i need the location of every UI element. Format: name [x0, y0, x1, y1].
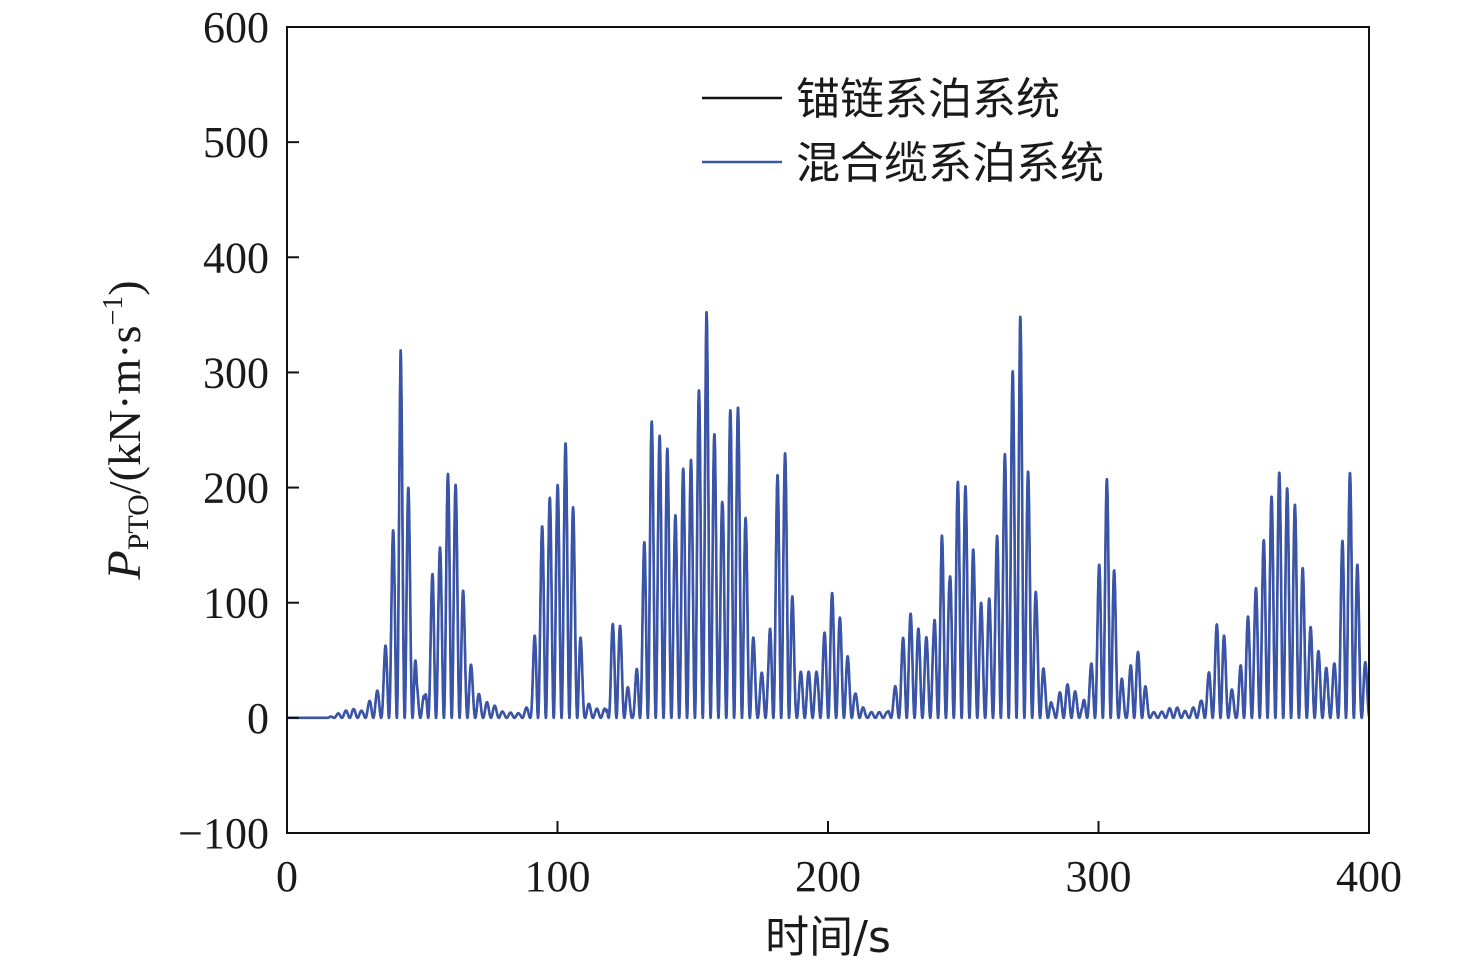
series-layer — [287, 310, 1369, 720]
y-tick-label: 500 — [203, 118, 269, 167]
legend-label-chain-mooring: 锚链系泊系统 — [796, 74, 1060, 125]
y-tick-label: −100 — [178, 809, 269, 858]
y-axis-label-unit-superscript: −1 — [98, 296, 129, 326]
y-axis-ticks: −100 0 100 200 300 400 500 600 — [178, 3, 299, 858]
y-tick-label: 600 — [203, 3, 269, 52]
x-tick-label: 200 — [795, 852, 861, 901]
y-axis-label-subscript: PTO — [122, 494, 155, 550]
x-axis-ticks: 0 100 200 300 400 — [276, 821, 1402, 901]
y-tick-label: 300 — [203, 348, 269, 397]
y-tick-label: 0 — [247, 694, 269, 743]
y-tick-label: 100 — [203, 579, 269, 628]
y-axis-label-symbol: P — [98, 550, 151, 580]
x-tick-label: 400 — [1336, 852, 1402, 901]
x-tick-label: 300 — [1066, 852, 1132, 901]
y-axis-label-unit-close: ) — [99, 280, 150, 295]
x-tick-label: 100 — [525, 852, 591, 901]
series-line-hybrid-mooring — [287, 310, 1369, 720]
legend: 锚链系泊系统 混合缆系泊系统 — [702, 74, 1104, 189]
y-tick-label: 400 — [203, 233, 269, 282]
y-axis-label-unit: /(kN·m·s — [99, 326, 150, 495]
svg-text:PPTO/(kN·m·s−1): PPTO/(kN·m·s−1) — [98, 280, 155, 580]
y-tick-label: 200 — [203, 464, 269, 513]
x-tick-label: 0 — [276, 852, 298, 901]
legend-label-hybrid-mooring: 混合缆系泊系统 — [796, 138, 1104, 189]
y-axis-label: PPTO/(kN·m·s−1) — [98, 280, 155, 580]
x-axis-label: 时间/s — [765, 912, 891, 963]
